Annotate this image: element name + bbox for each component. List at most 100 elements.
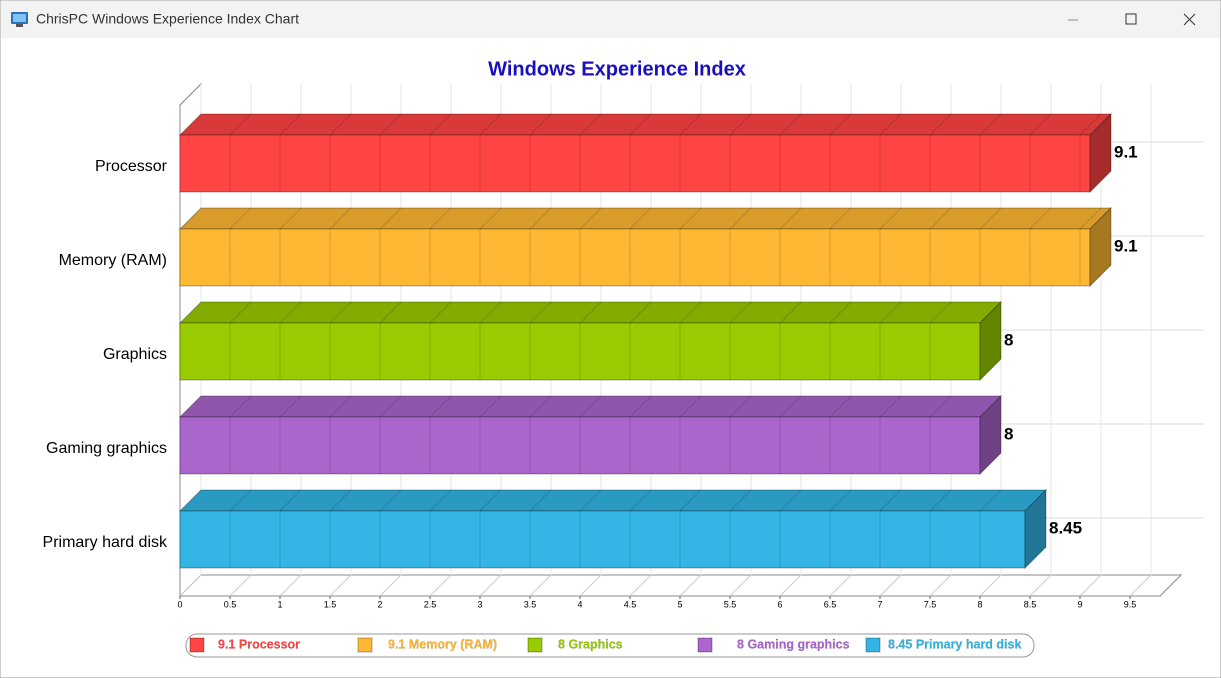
bar-segment-line [279,395,302,418]
bar-segment-line [679,301,702,324]
bar-segment-line [729,113,752,136]
bar-front [179,134,1091,193]
bar-segment-line [929,301,952,324]
bar-segment-line [779,395,802,418]
bar-front [179,416,981,475]
title-bar [1,1,1220,38]
x-tick-label: 5 [677,599,682,609]
bar-segment-line [779,301,802,324]
bar-segment-line [729,207,752,230]
bar-segment-line [929,395,952,418]
bar-segment-line [979,489,1002,512]
x-tick-label: 1 [277,599,282,609]
bar-segment-line [679,207,702,230]
bar-segment-line [229,489,252,512]
bar-segment-line [229,113,252,136]
bar-segment-line [529,113,552,136]
bar-segment-line [679,395,702,418]
bar-segment-line [479,489,502,512]
bar-side-shade [1090,114,1111,192]
bar-segment-line [279,489,302,512]
bar-top-shade [180,302,1001,323]
plot: 0 0.5 1 1.5 2 2.5 3 3.5 4 4.5 5 5.5 6 6.5 7 7.5 8 8.5 9 9.5… [43,82,1204,653]
bar-segment-line [529,301,552,324]
floor-grid-line [1029,574,1052,597]
legend-value: 9.1 [218,638,235,652]
bar-segment-line [979,207,1002,230]
bar-segment-line [529,395,552,418]
bar-front [179,228,1091,287]
bar-segment-line [429,301,452,324]
bar-segment-line [829,207,852,230]
x-tick-label: 2 [377,599,382,609]
floor-grid-line [979,574,1002,597]
bar-segment-line [329,489,352,512]
legend-value: 9.1 [388,638,405,652]
floor-grid-line [479,574,502,597]
bar-segment-line [329,301,352,324]
category-label: Processor [95,158,168,175]
close-button[interactable] [1183,13,1196,26]
x-tick-label: 8.5 [1024,599,1037,609]
x-tick-label: 5.5 [724,599,737,609]
bar-segment-line [479,301,502,324]
legend-category: Primary hard disk [916,638,1022,652]
bar-segment-line [629,207,652,230]
legend-label: 9.1 Memory (RAM) [388,638,497,652]
floor-grid-line [429,574,452,597]
floor-grid-line [879,574,902,597]
bar-segment-line [629,301,652,324]
legend-label: 8 Gaming graphics [737,638,850,652]
x-tick-label: 6 [777,599,782,609]
legend-label: 8.45 Primary hard disk [888,638,1021,652]
bar-segment-line [829,395,852,418]
bar-segment-line [1029,207,1052,230]
x-tick-label: 7 [877,599,882,609]
legend-swatch [527,637,543,653]
bar-segment-line [229,301,252,324]
bar-segment-line [279,113,302,136]
floor-grid-line [1129,574,1152,597]
bar [178,488,1048,570]
bar-segment-line [879,113,902,136]
legend-category: Processor [239,638,300,652]
window-title: ChrisPC Windows Experience Index Chart [36,11,299,27]
bar [178,300,1003,382]
bar-segment-line [579,395,602,418]
floor-grid-line [629,574,652,597]
bar-segment-line [529,489,552,512]
bar-segment-line [929,113,952,136]
floor-grid-line [829,574,852,597]
maximize-button[interactable] [1125,13,1137,25]
legend-value: 8 [737,638,744,652]
floor-grid-line [279,574,302,597]
bar [178,206,1113,288]
bar-segment-line [579,301,602,324]
floor-grid-line [679,574,702,597]
bar-segment-line [929,489,952,512]
bar-segment-line [729,301,752,324]
bar-segment-line [879,395,902,418]
legend-category: Gaming graphics [747,638,849,652]
value-label: 8.45 [1049,518,1082,537]
bar-side [1089,206,1112,288]
bar [178,394,1003,476]
bar-segment-line [229,207,252,230]
bar-segment-line [579,113,602,136]
bar-segment-line [629,113,652,136]
floor-grid-line [779,574,802,597]
x-tick-label: 0.5 [224,599,237,609]
bar-segment-line [429,489,452,512]
bar-segment-line [979,113,1002,136]
x-tick-label: 4 [577,599,582,609]
bar-side-shade [980,302,1001,380]
chart-title: Windows Experience Index [488,58,746,80]
bar-segment-line [279,207,302,230]
bar-segment-line [529,207,552,230]
bar-segment-line [279,301,302,324]
bar [178,112,1113,194]
legend-label: 8 Graphics [558,638,623,652]
legend-category: Graphics [568,638,622,652]
app-icon [11,12,28,27]
